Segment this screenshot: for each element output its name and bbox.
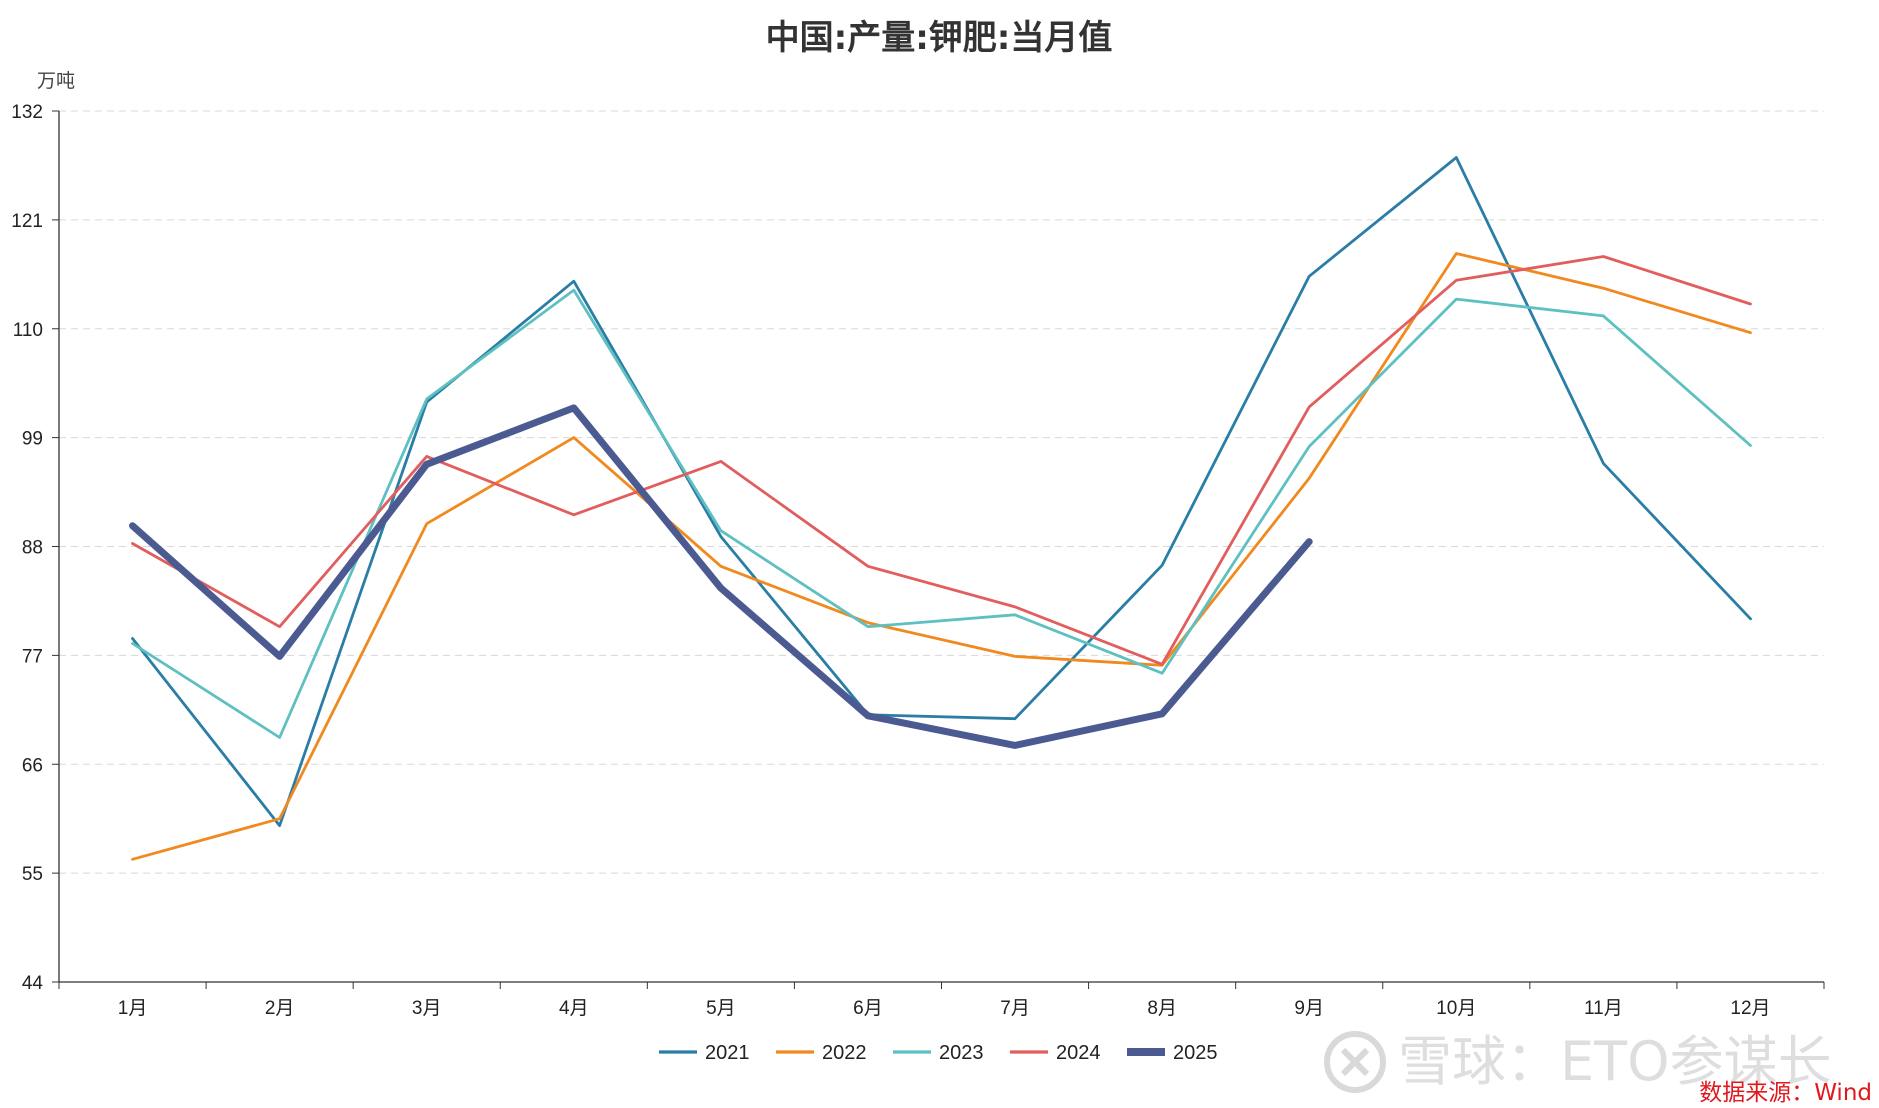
y-tick-label: 55	[22, 864, 43, 885]
legend: 2021 2022 2023 2024 2025	[659, 1042, 1218, 1064]
legend-label: 2024	[1056, 1042, 1101, 1064]
watermark: 雪球：ETO参谋长	[1324, 1030, 1832, 1093]
axes	[52, 110, 1825, 989]
x-tick-label: 12月	[1730, 998, 1770, 1019]
chart-title: 中国:产量:钾肥:当月值	[766, 18, 1113, 58]
legend-item-2024: 2024	[1010, 1042, 1101, 1064]
legend-label: 2022	[822, 1042, 867, 1064]
legend-item-2021: 2021	[659, 1042, 750, 1064]
legend-item-2023: 2023	[893, 1042, 984, 1064]
x-tick-label: 1月	[118, 998, 148, 1019]
grid-lines	[59, 110, 1824, 874]
x-tick-label: 11月	[1584, 998, 1623, 1019]
series-lines	[129, 156, 1752, 861]
legend-label: 2021	[705, 1042, 750, 1064]
legend-item-2022: 2022	[776, 1042, 867, 1064]
data-source-note: 数据来源：Wind	[1699, 1080, 1872, 1106]
series-line-2022	[131, 252, 1752, 861]
x-tick-label: 3月	[412, 998, 442, 1019]
x-tick-label: 2月	[265, 998, 295, 1019]
y-tick-label: 121	[11, 211, 43, 232]
legend-label: 2023	[939, 1042, 984, 1064]
series-line-2024	[131, 255, 1752, 666]
y-tick-label: 77	[22, 646, 43, 667]
x-tick-label: 10月	[1436, 998, 1476, 1019]
y-tick-label: 88	[22, 538, 43, 559]
y-tick-label: 110	[13, 320, 43, 341]
legend-item-2025: 2025	[1127, 1042, 1218, 1064]
x-tick-label: 6月	[853, 998, 883, 1019]
x-tick-label: 5月	[706, 998, 736, 1019]
y-tick-label: 44	[22, 973, 44, 994]
x-tick-label: 4月	[559, 998, 589, 1019]
y-tick-label: 99	[22, 429, 43, 450]
series-line-2025	[129, 404, 1313, 749]
x-tick-label: 7月	[1000, 998, 1030, 1019]
snowball-logo-icon	[1324, 1031, 1386, 1093]
y-axis-ticks: 44 55 66 77 88 99 110 121 132	[11, 102, 43, 994]
watermark-text: 雪球：ETO参谋长	[1398, 1030, 1832, 1093]
series-line-2021	[131, 156, 1752, 827]
series-line-2023	[131, 288, 1752, 739]
x-tick-label: 8月	[1147, 998, 1177, 1019]
x-tick-label: 9月	[1294, 998, 1324, 1019]
x-axis-ticks: 1月 2月 3月 4月 5月 6月 7月 8月 9月 10月 11月 12月	[118, 998, 1771, 1019]
y-tick-label: 66	[22, 755, 43, 776]
legend-label: 2025	[1173, 1042, 1218, 1064]
y-tick-label: 132	[11, 102, 43, 123]
y-axis-unit: 万吨	[37, 70, 75, 92]
